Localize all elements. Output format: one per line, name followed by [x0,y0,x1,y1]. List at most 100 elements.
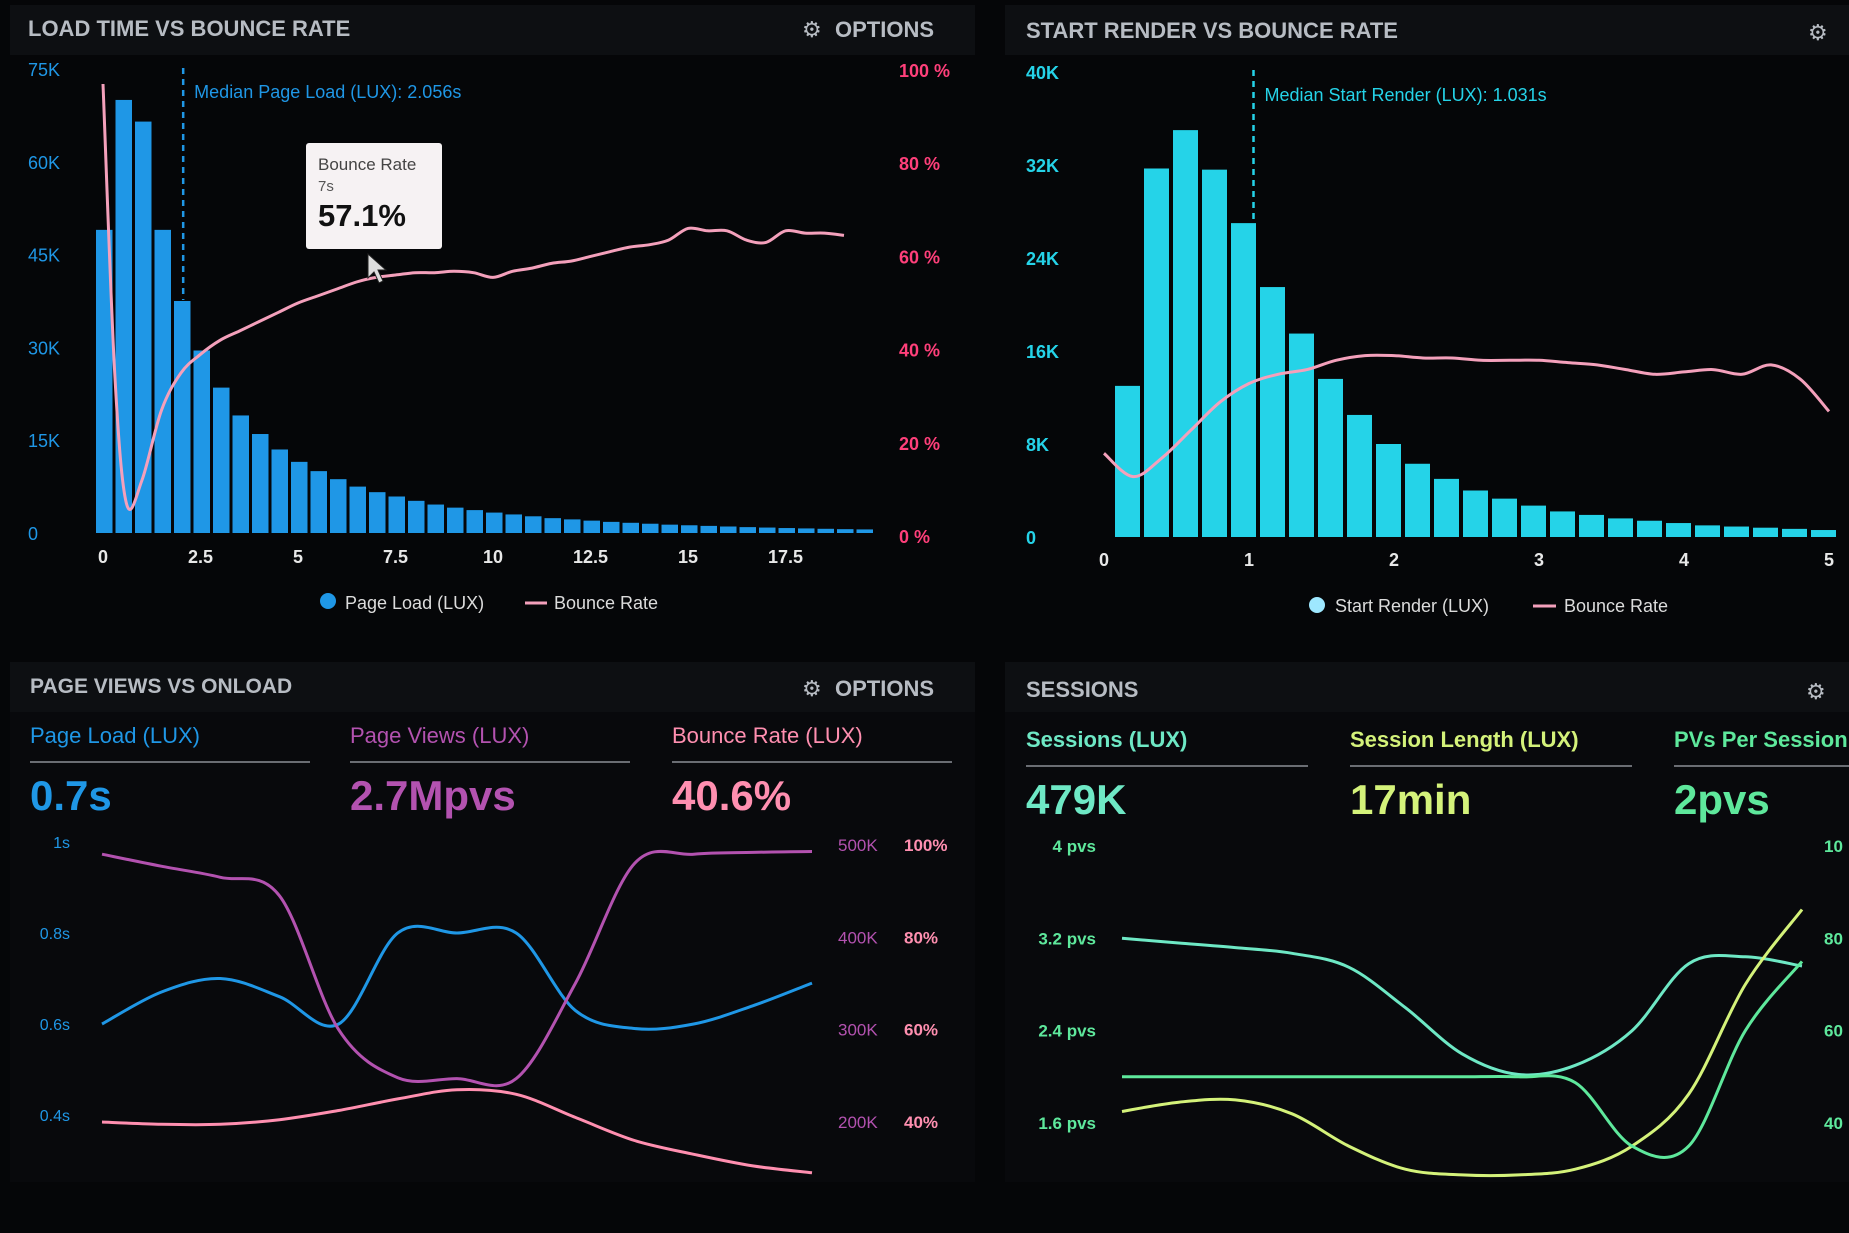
metric-value: 17min [1350,776,1471,823]
metric-value: 0.7s [30,772,112,819]
y-tick-label: 30K [28,338,60,358]
bar [1260,287,1285,537]
bar [1115,385,1140,537]
bar [564,519,581,533]
series-line [1121,936,1803,1077]
bar [96,229,113,533]
x-tick-label: 4 [1679,550,1689,570]
bar [1434,478,1459,537]
gear-icon[interactable]: ⚙ [1806,679,1826,704]
bar [388,496,405,533]
bar [486,512,503,533]
bar [135,121,152,533]
x-tick-label: 2.5 [188,547,213,567]
metric-value: 40.6% [672,772,791,819]
bounce-rate-tooltip: Bounce Rate 7s 57.1% [306,143,442,284]
bar [1579,514,1604,537]
y-right-tick-label: 100% [904,836,947,855]
bar [1173,130,1198,537]
page-views-options-button[interactable]: ⚙ OPTIONS [802,676,934,701]
x-tick-label: 3 [1534,550,1544,570]
sessions-header [1005,662,1849,712]
y-tick-label: 0.6s [40,1017,70,1034]
legend-label: Bounce Rate [554,593,658,613]
bar [271,449,288,533]
y-right-tick-label: 300K [838,1021,878,1040]
y-tick-label: 1.6 pvs [1038,1114,1096,1133]
series-line [101,849,813,1088]
metric-label: PVs Per Session [1674,727,1848,752]
bar [252,434,269,533]
x-tick-label: 5 [1824,550,1834,570]
metric-label: Page Load (LUX) [30,723,200,748]
y-right-tick-label: 400K [838,928,878,947]
load-time-options-button[interactable]: ⚙ OPTIONS [802,17,934,42]
x-tick-label: 2 [1389,550,1399,570]
series-line [1121,908,1804,1178]
y-tick-label: 75K [28,60,60,80]
tooltip-box [306,143,442,249]
x-tick-label: 5 [293,547,303,567]
y-right-tick-label: 80 [1824,929,1843,948]
bar [310,471,327,533]
bar [603,521,620,533]
y-right-tick-label: 100 % [899,61,950,81]
bar [681,525,698,533]
y-tick-label: 1s [53,835,70,852]
y-right-tick-label: 10 [1824,837,1843,856]
metric-value: 2.7Mpvs [350,772,516,819]
bar [856,529,873,533]
legend-label: Start Render (LUX) [1335,596,1489,616]
bounce-rate-line [1102,353,1831,479]
bar [1347,414,1372,537]
bar [349,486,366,533]
bar [525,516,542,533]
bar [1753,527,1778,537]
bar [232,415,249,533]
gear-icon: ⚙ [802,676,822,701]
bar [1666,523,1691,537]
y-tick-label: 16K [1026,342,1059,362]
bar [330,479,347,533]
bar [1492,498,1517,537]
y-tick-label: 40K [1026,63,1059,83]
x-tick-label: 15 [678,547,698,567]
y-tick-label: 8K [1026,435,1049,455]
bar [447,507,464,533]
y-right-tick-label: 200K [838,1113,878,1132]
gear-icon: ⚙ [802,17,822,42]
bar [154,229,171,533]
bar [778,528,795,533]
bar [291,461,308,533]
bar [622,522,639,533]
page-views-body [10,712,975,1182]
x-tick-label: 10 [483,547,503,567]
bar [505,514,522,533]
page-views-header [10,662,975,712]
metric-label: Bounce Rate (LUX) [672,723,863,748]
x-tick-label: 12.5 [573,547,608,567]
bar [837,529,854,533]
bar [1608,518,1633,537]
y-tick-label: 24K [1026,249,1059,269]
y-right-tick-label: 500K [838,836,878,855]
series-line [101,1087,813,1175]
start-render-header [1005,5,1849,55]
y-tick-label: 4 pvs [1053,837,1096,856]
gear-icon[interactable]: ⚙ [1808,20,1828,45]
bar [544,518,561,533]
bar [642,523,659,533]
bar [1550,511,1575,537]
tooltip-sub: 7s [318,178,334,195]
bar [466,510,483,533]
tooltip-value: 57.1% [318,198,406,233]
y-tick-label: 15K [28,431,60,451]
y-tick-label: 0.8s [40,926,70,943]
bar [583,520,600,533]
metric-label: Session Length (LUX) [1350,727,1579,752]
series-line [101,924,813,1031]
cursor-icon [367,252,388,284]
options-label: OPTIONS [835,17,934,42]
